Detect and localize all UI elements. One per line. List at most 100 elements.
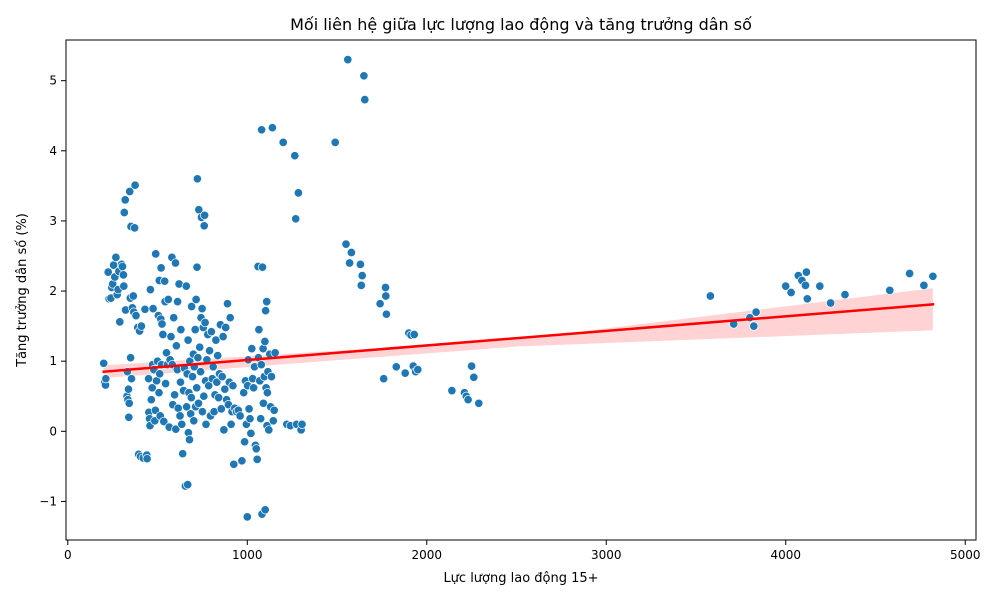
- scatter-point: [257, 262, 268, 272]
- scatter-point: [463, 395, 473, 405]
- x-tick-label: 4000: [770, 548, 801, 562]
- x-tick-label: 5000: [950, 548, 981, 562]
- scatter-point: [101, 374, 111, 384]
- y-tick-label: −1: [39, 494, 57, 508]
- scatter-point: [147, 383, 157, 393]
- scatter-point: [154, 388, 164, 398]
- scatter-point: [193, 353, 203, 363]
- scatter-point: [192, 174, 202, 184]
- scatter-point: [175, 411, 185, 421]
- scatter-point: [178, 449, 188, 459]
- y-tick-label: 4: [49, 144, 57, 158]
- scatter-point: [117, 261, 128, 272]
- scatter-point: [474, 398, 484, 408]
- scatter-point: [928, 271, 938, 281]
- scatter-point: [204, 381, 214, 391]
- scatter-point: [195, 342, 205, 352]
- scatter-point: [191, 294, 201, 305]
- scatter-point: [186, 393, 196, 403]
- scatter-point: [219, 425, 229, 435]
- scatter-point: [905, 268, 915, 279]
- scatter-point: [157, 319, 167, 329]
- scatter-point: [187, 372, 198, 382]
- x-tick-label: 0: [64, 548, 72, 562]
- scatter-point: [212, 377, 222, 387]
- scatter-point: [381, 291, 391, 301]
- scatter-point: [217, 372, 227, 382]
- scatter-point: [124, 412, 134, 422]
- y-tick-label: 1: [49, 354, 57, 368]
- scatter-point: [400, 368, 410, 378]
- scatter-point: [169, 313, 179, 323]
- regression-line-layer: [102, 303, 935, 374]
- scatter-point: [205, 346, 215, 356]
- scatter-point: [125, 186, 135, 197]
- scatter-point: [119, 281, 129, 291]
- scatter-point: [171, 341, 181, 351]
- scatter-point: [267, 123, 277, 133]
- scatter-point: [199, 391, 209, 401]
- scatter-point: [786, 287, 796, 298]
- scatter-point: [413, 365, 423, 375]
- scatter-point: [130, 223, 140, 233]
- scatter-point: [197, 407, 207, 417]
- scatter-point: [99, 358, 109, 368]
- scatter-point: [226, 419, 236, 429]
- scatter-point: [124, 398, 134, 408]
- scatter-point: [218, 332, 228, 342]
- scatter-point: [239, 388, 249, 398]
- scatter-point: [391, 362, 401, 372]
- scatter-point: [144, 374, 154, 384]
- scatter-point: [229, 459, 239, 469]
- scatter-point: [170, 258, 181, 268]
- scatter-point: [749, 321, 759, 331]
- scatter-point: [258, 398, 268, 408]
- scatter-point: [291, 214, 301, 224]
- scatter-point: [201, 419, 211, 429]
- scatter-point: [151, 249, 161, 259]
- scatter-point: [115, 317, 125, 327]
- x-tick-label: 3000: [591, 548, 622, 562]
- scatter-point: [161, 379, 171, 389]
- scatter-point: [193, 398, 204, 408]
- scatter-point: [356, 280, 366, 290]
- scatter-point: [173, 403, 183, 413]
- scatter-point: [840, 290, 850, 300]
- scatter-point: [196, 367, 206, 377]
- y-tick-label: 2: [49, 284, 57, 298]
- scatter-point: [118, 270, 128, 280]
- scatter-point: [123, 384, 134, 394]
- scatter-point: [142, 454, 152, 464]
- y-tick-label: 5: [49, 74, 57, 88]
- scatter-point: [148, 304, 158, 314]
- plot-area-frame: [65, 39, 977, 541]
- scatter-point: [246, 428, 256, 438]
- scatter-point: [380, 282, 391, 293]
- scatter-point: [184, 435, 195, 445]
- scatter-point: [160, 276, 170, 286]
- scatter-point: [781, 281, 791, 291]
- scatter-point: [200, 210, 210, 220]
- x-axis-label: Lực lượng lao động 15+: [443, 571, 598, 586]
- scatter-point: [187, 301, 197, 312]
- scatter-point: [345, 258, 355, 268]
- scatter-point: [381, 309, 391, 319]
- scatter-point: [262, 297, 272, 307]
- scatter-point: [213, 351, 223, 361]
- scatter-point: [293, 188, 303, 198]
- x-axis-ticks: 0 1000 2000 3000 4000 5000: [64, 540, 981, 562]
- scatter-point: [175, 377, 186, 387]
- scatter-point: [245, 414, 255, 424]
- scatter-point: [177, 419, 187, 429]
- scatter-point: [161, 348, 172, 358]
- scatter-point: [145, 285, 155, 295]
- y-tick-label: 0: [49, 424, 57, 438]
- scatter-point: [254, 325, 264, 335]
- scatter-point: [251, 444, 261, 454]
- scatter-point: [182, 402, 192, 412]
- scatter-point: [343, 55, 353, 65]
- scatter-point: [919, 280, 929, 290]
- scatter-point: [158, 329, 168, 340]
- scatter-point: [199, 221, 209, 231]
- scatter-point: [751, 307, 761, 317]
